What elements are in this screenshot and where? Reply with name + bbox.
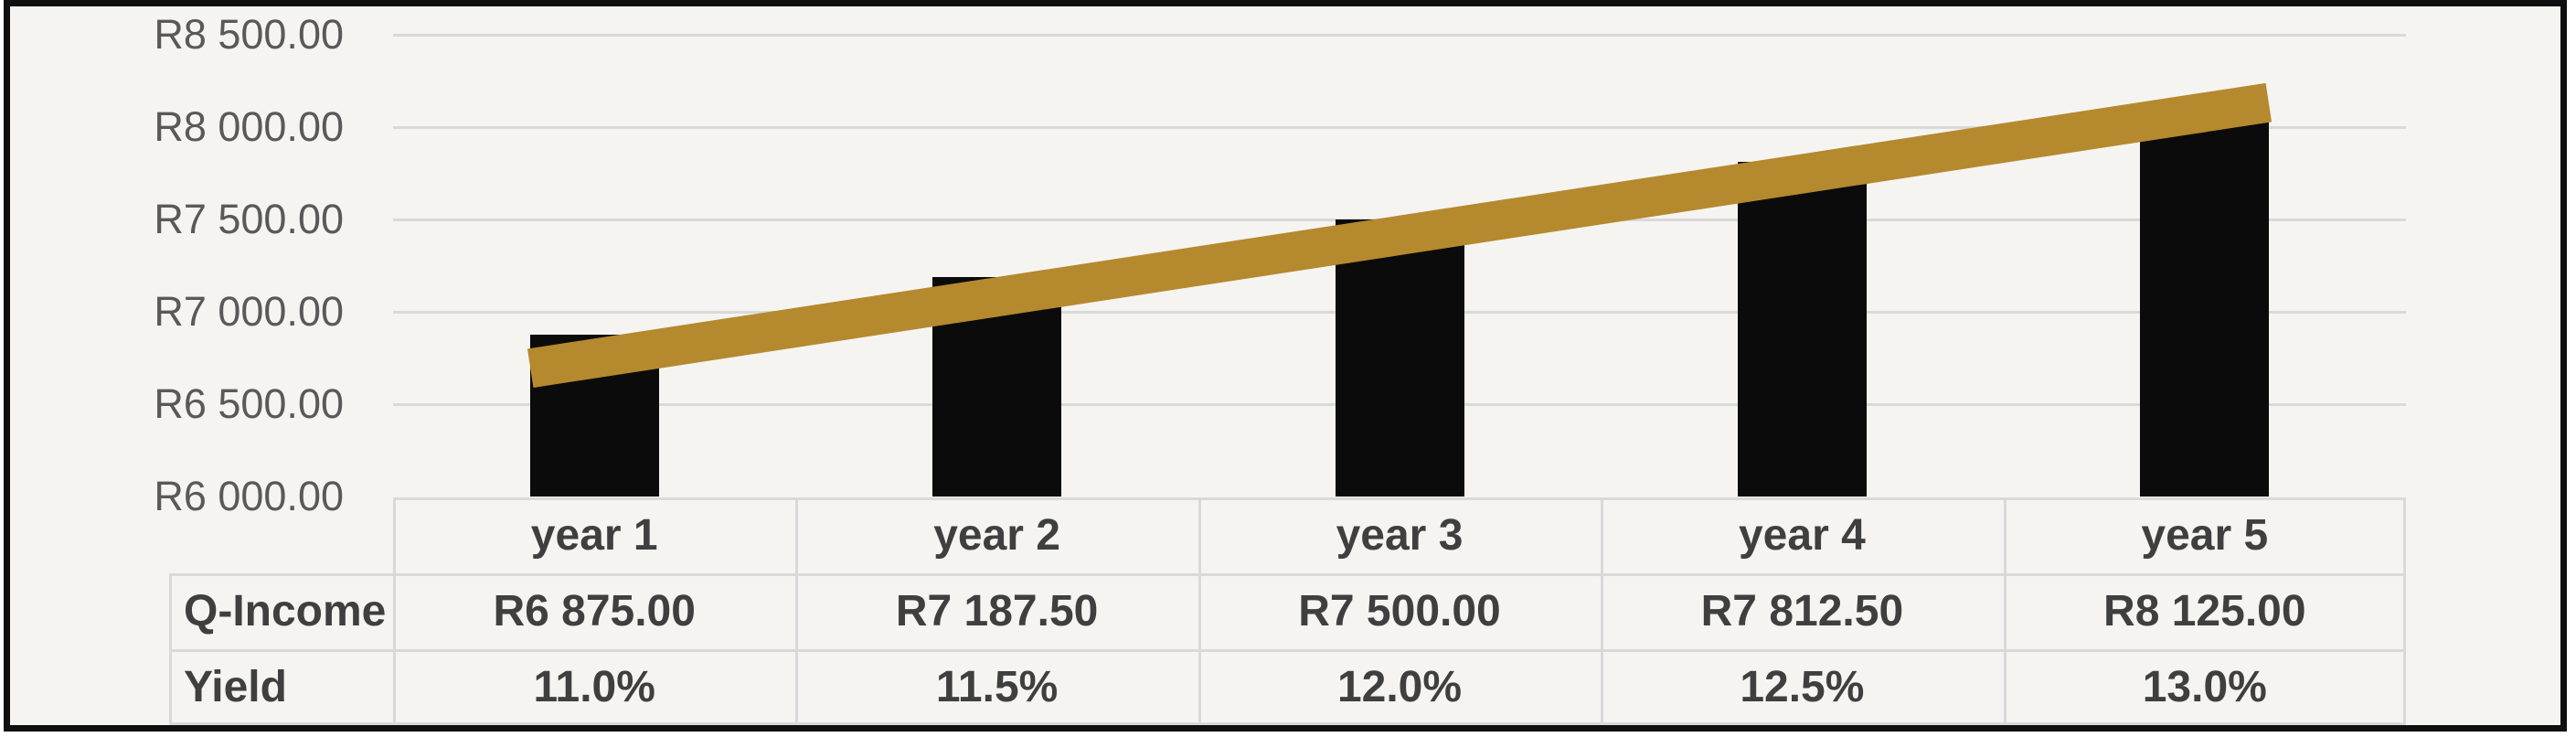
y-axis-tick-label: R8 500.00 bbox=[154, 11, 344, 58]
table-data-cell: 12.0% bbox=[1336, 663, 1463, 711]
table-border-horizontal bbox=[169, 649, 2406, 652]
bar-year-2 bbox=[932, 277, 1061, 497]
table-header-cell: year 2 bbox=[933, 511, 1060, 560]
y-axis-tick-label: R6 500.00 bbox=[154, 380, 344, 427]
table-border-top bbox=[393, 497, 2406, 500]
chart-canvas: R6 000.00 R6 500.00 R7 000.00 R7 500.00 R8 0… bbox=[10, 6, 2560, 725]
table-border-vertical bbox=[1198, 497, 1201, 722]
table-row-label: Yield bbox=[184, 663, 287, 711]
table-header-cell: year 1 bbox=[530, 511, 658, 560]
table-border-vertical bbox=[393, 497, 396, 722]
table-data-cell: R6 875.00 bbox=[493, 587, 696, 636]
table-data-cell: 11.0% bbox=[533, 663, 655, 711]
table-border-left bbox=[169, 573, 172, 725]
y-axis-tick-label: R8 000.00 bbox=[154, 103, 344, 150]
table-data-cell: 11.5% bbox=[935, 663, 1059, 711]
y-axis-tick-label: R7 500.00 bbox=[154, 196, 344, 242]
table-row-label: Q-Income bbox=[184, 587, 387, 636]
table-border-vertical bbox=[795, 497, 798, 722]
bar-year-4 bbox=[1738, 162, 1867, 497]
table-data-cell: R7 187.50 bbox=[895, 587, 1099, 636]
table-header-cell: year 4 bbox=[1738, 511, 1866, 560]
table-border-vertical bbox=[1601, 497, 1603, 722]
table-border-horizontal bbox=[169, 722, 2406, 725]
table-data-cell: 13.0% bbox=[2142, 663, 2267, 711]
gridline bbox=[393, 125, 2406, 129]
table-border-horizontal bbox=[169, 573, 2406, 576]
table-border-vertical bbox=[2403, 497, 2406, 722]
bar-year-1 bbox=[530, 335, 659, 497]
bar-year-3 bbox=[1336, 219, 1464, 497]
table-header-cell: year 5 bbox=[2141, 511, 2269, 560]
table-data-cell: 12.5% bbox=[1740, 663, 1865, 711]
table-data-cell: R8 125.00 bbox=[2103, 587, 2306, 636]
table-data-cell: R7 812.50 bbox=[1700, 587, 1904, 636]
table-header-cell: year 3 bbox=[1336, 511, 1464, 560]
table-data-cell: R7 500.00 bbox=[1298, 587, 1501, 636]
y-axis-tick-label: R7 000.00 bbox=[154, 288, 344, 335]
bar-year-5 bbox=[2140, 104, 2269, 497]
y-axis-tick-label: R6 000.00 bbox=[154, 473, 344, 519]
table-border-vertical bbox=[2004, 497, 2007, 722]
chart-outer-frame: R6 000.00 R6 500.00 R7 000.00 R7 500.00 R8 0… bbox=[4, 0, 2567, 732]
gridline bbox=[393, 33, 2406, 37]
